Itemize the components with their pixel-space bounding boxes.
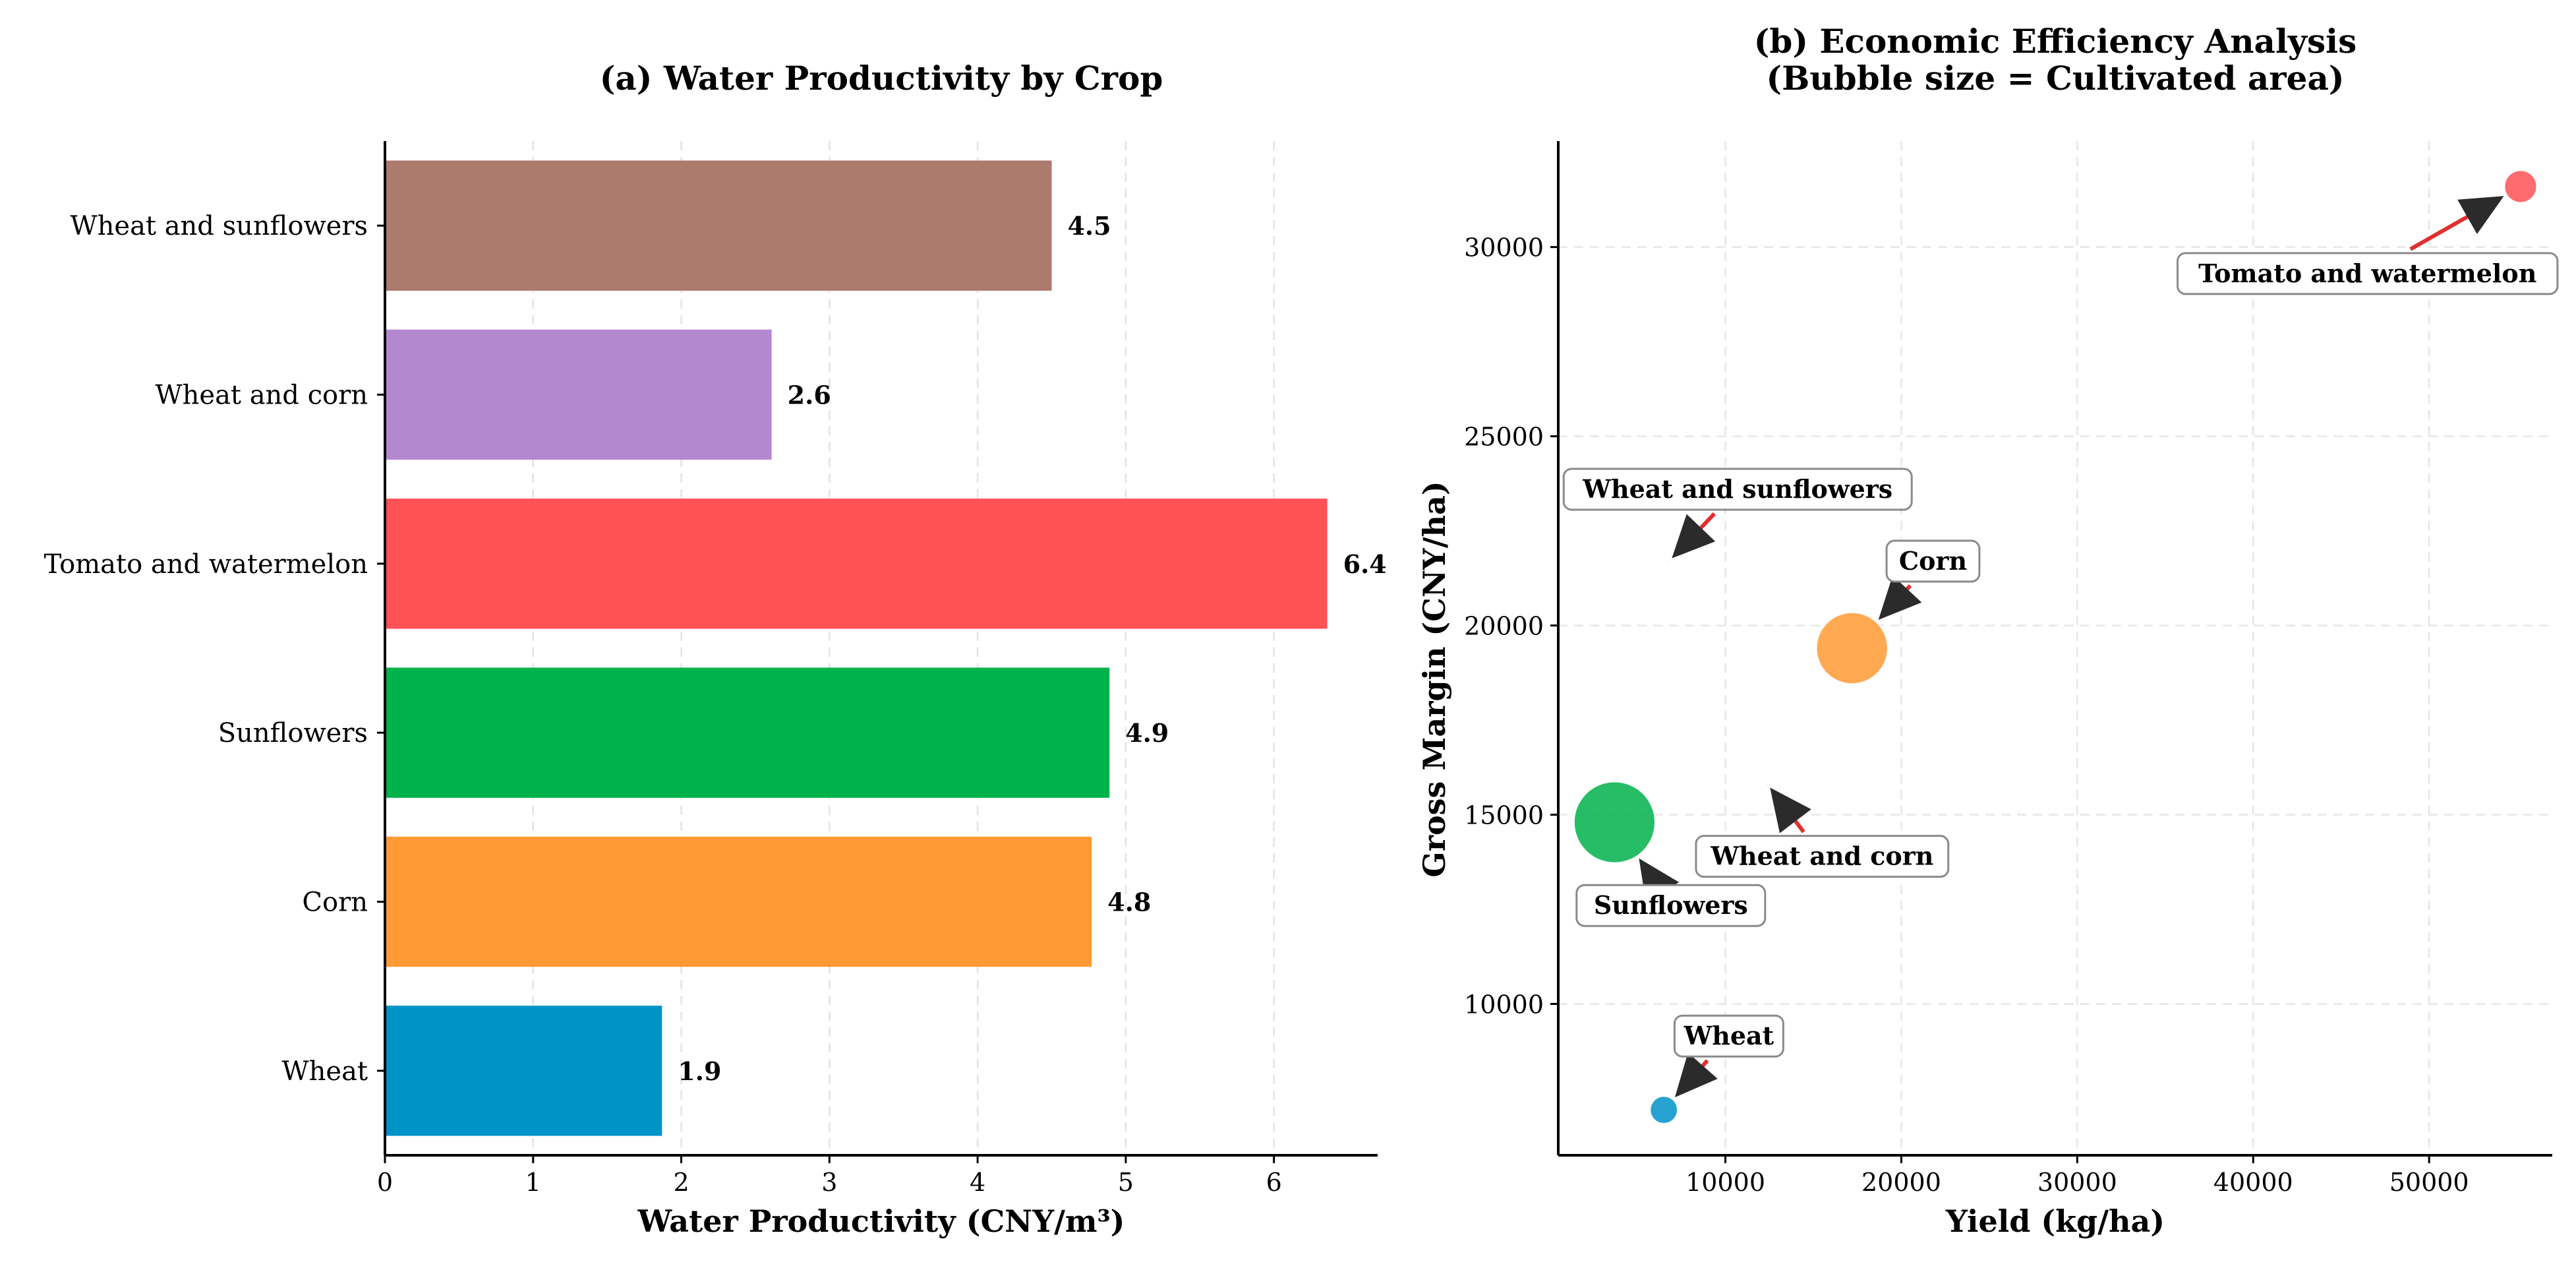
bar-value-label-wheat-and-sunflowers: 4.5 xyxy=(1067,211,1111,241)
annotation-box-wheat xyxy=(1673,1014,1784,1058)
panel-a-y-ticks: Wheat Corn Sunflowers Tomato and watermelon… xyxy=(44,211,385,1087)
panel-b-y-tick-label: 10000 xyxy=(1464,990,1544,1019)
annotation-box-corn xyxy=(1885,539,1981,583)
annotation-arrow-shaft-wheat xyxy=(1701,1059,1709,1068)
panel-b-x-tick-label: 40000 xyxy=(2213,1168,2293,1197)
bar-value-label-sunflowers: 4.9 xyxy=(1125,718,1169,748)
panel-a-y-tick-label: Tomato and watermelon xyxy=(44,549,368,580)
panel-b-x-tick-label: 30000 xyxy=(2037,1168,2117,1197)
annotation-arrow-head-wheat xyxy=(1674,1052,1718,1098)
panel-a-x-tick-label: 4 xyxy=(970,1168,985,1197)
bubble-sunflowers xyxy=(1572,780,1657,864)
panel-a-y-tick-label: Wheat and corn xyxy=(156,380,368,411)
annotation-arrow-shaft-tomato-and-watermelon xyxy=(2409,215,2469,251)
panel-b-y-tick-label: 20000 xyxy=(1464,612,1544,641)
panel-a-x-tick-label: 2 xyxy=(673,1168,689,1197)
panel-a-x-ticks: 0 1 2 3 4 5 6 xyxy=(377,1155,1282,1197)
annotation-label-tomato-and-watermelon: Tomato and watermelon xyxy=(2198,258,2536,288)
panel-b-y-ticks: 10000 15000 20000 25000 30000 xyxy=(1464,233,1558,1019)
panel-b-title-line-1: (b) Economic Efficiency Analysis xyxy=(1754,22,2357,61)
annotation-label-wheat-and-sunflowers: Wheat and sunflowers xyxy=(1582,474,1892,504)
annotation-label-corn: Corn xyxy=(1899,546,1967,576)
panel-a-x-axis-label: Water Productivity (CNY/m³) xyxy=(637,1203,1125,1239)
annotation-arrow-shaft-corn xyxy=(1906,584,1912,591)
annotation-arrow-shaft-wheat-and-sunflowers xyxy=(1699,512,1716,530)
bar-sunflowers xyxy=(385,667,1110,798)
panel-a-bars xyxy=(385,160,1328,1136)
bar-value-label-wheat: 1.9 xyxy=(678,1056,721,1086)
panel-b-y-tick-label: 30000 xyxy=(1464,233,1544,262)
annotation-arrow-head-tomato-and-watermelon xyxy=(2457,196,2504,234)
panel-b-y-axis-label: Gross Margin (CNY/ha) xyxy=(1417,481,1452,877)
panel-a-x-tick-label: 6 xyxy=(1266,1168,1282,1197)
panel-a-x-tick-label: 0 xyxy=(377,1168,393,1197)
panel-b-x-tick-label: 10000 xyxy=(1685,1168,1765,1197)
bubble-tomato-and-watermelon xyxy=(2503,169,2538,204)
panel-a-title: (a) Water Productivity by Crop xyxy=(600,59,1163,98)
annotation-box-wheat-and-corn xyxy=(1695,835,1950,878)
annotation-box-sunflowers xyxy=(1575,884,1767,927)
panel-a-x-tick-label: 5 xyxy=(1118,1168,1134,1197)
annotation-arrow-head-wheat-and-sunflowers xyxy=(1672,514,1716,559)
annotation-box-tomato-and-watermelon xyxy=(2177,252,2559,295)
panel-a-y-tick-label: Sunflowers xyxy=(218,718,368,748)
annotation-label-wheat: Wheat xyxy=(1683,1021,1774,1050)
panel-a-y-tick-label: Corn xyxy=(302,888,368,918)
annotation-label-wheat-and-corn: Wheat and corn xyxy=(1710,841,1933,871)
annotation-arrow-shaft-wheat-and-corn xyxy=(1794,820,1805,833)
panel-b-y-tick-label: 25000 xyxy=(1464,423,1544,452)
bar-value-label-tomato-and-watermelon: 6.4 xyxy=(1343,549,1387,579)
annotation-label-sunflowers: Sunflowers xyxy=(1594,890,1748,920)
panel-a-grid xyxy=(532,141,1275,1155)
bubble-wheat xyxy=(1649,1095,1680,1126)
panel-b-bubbles xyxy=(1572,169,2538,1126)
panel-a-x-tick-label: 1 xyxy=(525,1168,541,1197)
panel-a-y-tick-label: Wheat xyxy=(282,1056,368,1087)
annotation-arrow-head-corn xyxy=(1878,575,1922,621)
bubble-wheat-and-corn xyxy=(1765,782,1771,787)
bar-wheat xyxy=(385,1006,662,1136)
panel-b-x-tick-label: 50000 xyxy=(2389,1168,2469,1197)
panel-a-y-tick-label: Wheat and sunflowers xyxy=(71,211,368,241)
panel-b-grid xyxy=(1558,141,2552,1155)
bar-corn xyxy=(385,836,1092,967)
panel-b-x-ticks: 10000 20000 30000 40000 50000 xyxy=(1685,1155,2469,1197)
bar-wheat-and-corn xyxy=(385,329,772,460)
bubble-wheat-and-sunflowers xyxy=(1666,559,1672,564)
bar-tomato-and-watermelon xyxy=(385,499,1328,629)
panel-a-x-tick-label: 3 xyxy=(821,1168,837,1197)
panel-a-bar-chart: 1.9 4.8 4.9 6.4 2.6 4.5 0 1 2 3 4 5 6 Wheat Corn Sunf… xyxy=(44,59,1387,1239)
panel-b-y-tick-label: 15000 xyxy=(1464,801,1544,830)
annotation-arrow-head-wheat-and-corn xyxy=(1770,787,1811,833)
annotation-box-wheat-and-sunflowers xyxy=(1562,468,1913,511)
panel-b-x-axis-label: Yield (kg/ha) xyxy=(1945,1203,2165,1239)
bar-value-label-wheat-and-corn: 2.6 xyxy=(788,380,831,410)
bar-value-label-corn: 4.8 xyxy=(1107,888,1151,917)
panel-a-value-labels: 1.9 4.8 4.9 6.4 2.6 4.5 xyxy=(678,211,1386,1086)
bar-wheat-and-sunflowers xyxy=(385,160,1052,291)
panel-b-x-tick-label: 20000 xyxy=(1861,1168,1941,1197)
bubble-corn xyxy=(1815,611,1889,686)
panel-b-bubble-chart: Wheat Corn Sunflowers Tomato and watermelon… xyxy=(1417,22,2559,1239)
panel-b-annotation-labels: Wheat Corn Sunflowers Tomato and watermelon… xyxy=(1562,252,2559,1058)
panel-b-title-line-2: (Bubble size = Cultivated area) xyxy=(1766,59,2344,98)
